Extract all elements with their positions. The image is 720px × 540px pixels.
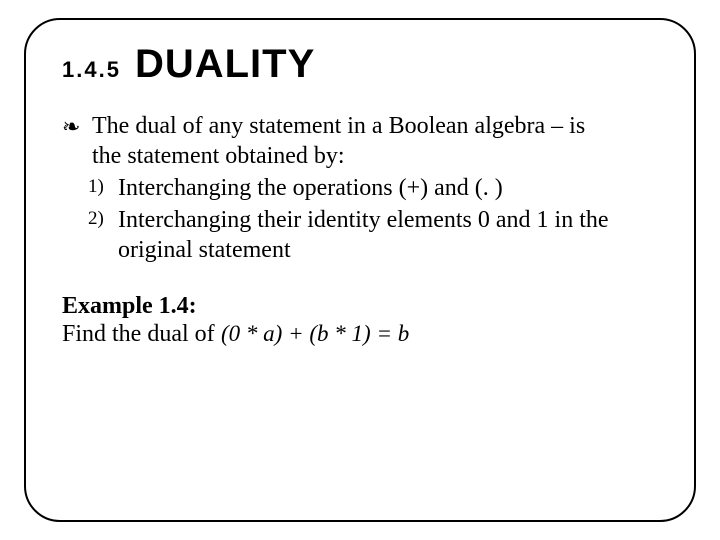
slide-frame: 1.4.5 DUALITY ❧ The dual of any statemen… [24,18,696,522]
example-equation: (0 * a) + (b * 1) = b [221,320,451,348]
lead-paragraph: ❧ The dual of any statement in a Boolean… [62,111,658,171]
svg-text:(0 * a) +: (0 * a) + (b * 1) = b [221,321,409,346]
steps-list: Interchanging the operations (+) and (. … [62,173,658,265]
equation-svg: (0 * a) + (b * 1) = b [221,320,451,348]
section-title: DUALITY [135,42,315,87]
example-block: Example 1.4: Find the dual of (0 * a) + … [62,293,658,348]
slide: 1.4.5 DUALITY ❧ The dual of any statemen… [0,0,720,540]
example-label: Example 1.4: [62,293,658,320]
bullet-icon: ❧ [62,113,80,141]
body-text: ❧ The dual of any statement in a Boolean… [62,111,658,265]
list-item: Interchanging their identity elements 0 … [118,205,658,265]
example-prompt-line: Find the dual of (0 * a) + (b * 1) = b [62,320,658,348]
list-item: Interchanging the operations (+) and (. … [118,173,658,203]
title-line: 1.4.5 DUALITY [62,42,658,87]
lead-line-2: the statement obtained by: [92,141,658,171]
section-number: 1.4.5 [62,57,121,83]
lead-line-1: The dual of any statement in a Boolean a… [92,113,585,139]
example-prompt: Find the dual of [62,321,215,348]
